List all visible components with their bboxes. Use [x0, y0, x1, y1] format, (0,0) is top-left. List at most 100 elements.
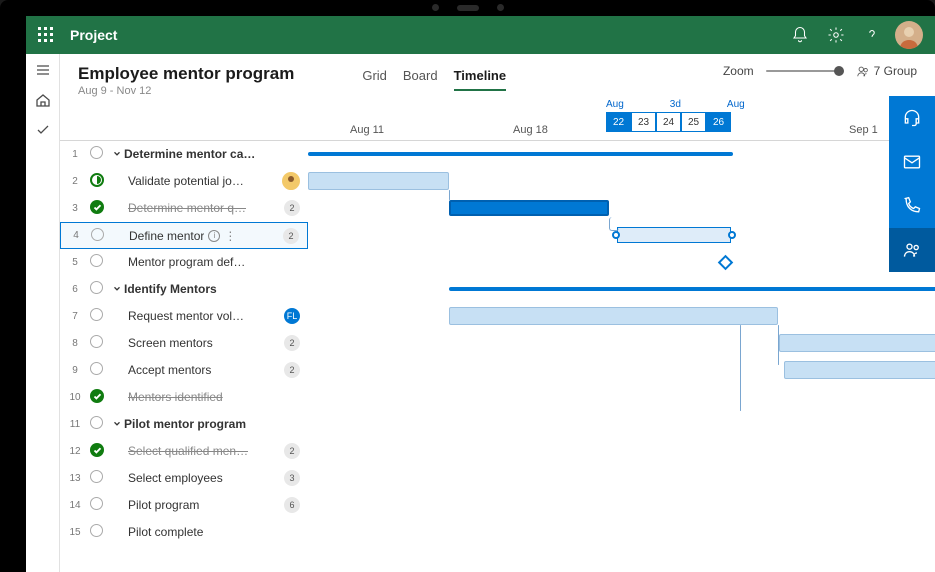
check-icon[interactable] — [35, 122, 51, 138]
gantt-task-bar[interactable] — [449, 307, 778, 325]
gantt-row — [308, 357, 935, 384]
gear-icon[interactable] — [827, 26, 845, 44]
dock-headset-icon[interactable] — [889, 96, 935, 140]
date-cell[interactable]: 24 — [656, 112, 681, 132]
status-icon[interactable] — [90, 524, 106, 540]
task-badge: 2 — [284, 362, 300, 378]
gantt-summary-bar[interactable] — [308, 152, 733, 156]
info-icon[interactable]: i — [208, 230, 220, 242]
row-number: 13 — [66, 473, 84, 484]
status-icon[interactable] — [90, 200, 106, 216]
status-icon[interactable] — [90, 281, 106, 297]
dock-people-icon[interactable] — [889, 228, 935, 272]
status-icon[interactable] — [91, 228, 107, 244]
task-label: Determine mentor ca… — [124, 147, 255, 161]
task-label: Pilot mentor program — [124, 417, 246, 431]
task-row[interactable]: 6Identify Mentors — [60, 276, 308, 303]
tab-board[interactable]: Board — [403, 68, 438, 91]
status-icon[interactable] — [90, 254, 106, 270]
assignee-avatar[interactable] — [282, 172, 300, 190]
task-row[interactable]: 1Determine mentor ca… — [60, 141, 308, 168]
status-icon[interactable] — [90, 146, 106, 162]
device-notch — [432, 4, 504, 11]
zoom-slider[interactable] — [766, 70, 844, 72]
task-badge: FL — [284, 308, 300, 324]
row-number: 15 — [66, 527, 84, 538]
gantt-milestone[interactable] — [718, 255, 734, 271]
task-row[interactable]: 11Pilot mentor program — [60, 411, 308, 438]
gantt-summary-bar[interactable] — [449, 287, 935, 291]
status-icon[interactable] — [90, 497, 106, 513]
task-row[interactable]: 3Determine mentor q…2 — [60, 195, 308, 222]
task-row[interactable]: 7Request mentor vol…FL — [60, 303, 308, 330]
gantt-task-bar[interactable] — [308, 172, 449, 190]
row-number: 14 — [66, 500, 84, 511]
axis-label: Aug 11 — [350, 124, 384, 136]
date-cell[interactable]: 23 — [631, 112, 656, 132]
chevron-down-icon[interactable] — [112, 419, 122, 429]
task-row[interactable]: 8Screen mentors2 — [60, 330, 308, 357]
row-number: 4 — [67, 230, 85, 241]
project-date-range: Aug 9 - Nov 12 — [78, 85, 294, 97]
task-row[interactable]: 12Select qualified men…2 — [60, 438, 308, 465]
tab-timeline[interactable]: Timeline — [454, 68, 507, 91]
task-row[interactable]: 13Select employees3 — [60, 465, 308, 492]
gantt-row — [308, 168, 935, 195]
chevron-down-icon[interactable] — [112, 284, 122, 294]
gantt-task-bar[interactable] — [449, 200, 609, 216]
status-icon[interactable] — [90, 470, 106, 486]
gantt-row — [308, 492, 935, 519]
task-label: Select qualified men… — [128, 444, 248, 458]
home-icon[interactable] — [35, 92, 51, 108]
task-row[interactable]: 5 Mentor program def… — [60, 249, 308, 276]
task-row[interactable]: 4Define mentori⋮2 — [60, 222, 308, 249]
more-icon[interactable]: ⋮ — [224, 229, 236, 243]
dock-mail-icon[interactable] — [889, 140, 935, 184]
menu-icon[interactable] — [35, 62, 51, 78]
task-row[interactable]: 9Accept mentors2 — [60, 357, 308, 384]
gantt-row — [308, 384, 935, 411]
resize-handle[interactable] — [728, 231, 736, 239]
gantt-connector — [449, 190, 450, 200]
status-icon[interactable] — [90, 173, 106, 189]
chevron-down-icon[interactable] — [112, 149, 122, 159]
help-icon[interactable] — [863, 26, 881, 44]
resize-handle[interactable] — [612, 231, 620, 239]
task-label: Pilot complete — [128, 525, 203, 539]
gantt-row — [308, 465, 935, 492]
task-label: Accept mentors — [128, 363, 211, 377]
dock-phone-icon[interactable] — [889, 184, 935, 228]
app-launcher-icon[interactable] — [38, 27, 54, 43]
date-cell[interactable]: 26 — [706, 112, 731, 132]
task-row[interactable]: 10Mentors identified — [60, 384, 308, 411]
tab-grid[interactable]: Grid — [362, 68, 387, 91]
row-number: 6 — [66, 284, 84, 295]
date-cell[interactable]: 22 — [606, 112, 631, 132]
timeline-panel: Aug 3d Aug 2223242526 Aug 11Aug 18Sep 1 — [308, 97, 935, 572]
task-badge: 2 — [283, 228, 299, 244]
bell-icon[interactable] — [791, 26, 809, 44]
task-label: Mentor program def… — [128, 255, 245, 269]
status-icon[interactable] — [90, 443, 106, 459]
status-icon[interactable] — [90, 308, 106, 324]
project-title: Employee mentor program — [78, 64, 294, 84]
task-label: Mentors identified — [128, 390, 223, 404]
row-number: 5 — [66, 257, 84, 268]
gantt-task-bar-selected[interactable] — [617, 227, 731, 243]
user-avatar[interactable] — [895, 21, 923, 49]
status-icon[interactable] — [90, 362, 106, 378]
gantt-row — [308, 330, 935, 357]
gantt-connector — [778, 325, 779, 365]
status-icon[interactable] — [90, 416, 106, 432]
status-icon[interactable] — [90, 389, 106, 405]
date-cell[interactable]: 25 — [681, 112, 706, 132]
task-row[interactable]: 2Validate potential jo… — [60, 168, 308, 195]
task-row[interactable]: 14Pilot program6 — [60, 492, 308, 519]
gantt-task-bar[interactable] — [784, 361, 935, 379]
group-members-button[interactable]: 7 Group — [856, 64, 917, 78]
task-row[interactable]: 15 Pilot complete — [60, 519, 308, 546]
gantt-task-bar[interactable] — [779, 334, 935, 352]
gantt-row — [308, 411, 935, 438]
status-icon[interactable] — [90, 335, 106, 351]
date-picker-popup[interactable]: Aug 3d Aug 2223242526 — [606, 97, 745, 132]
